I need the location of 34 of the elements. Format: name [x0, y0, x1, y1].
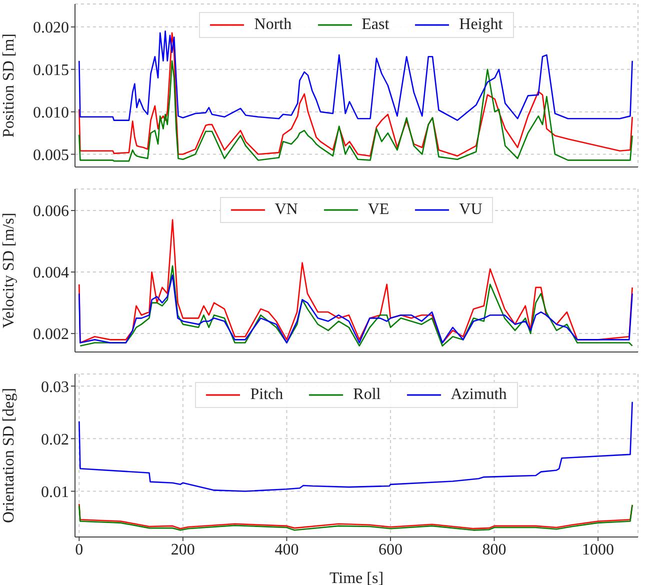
y-tick-label: 0.03	[41, 378, 69, 396]
x-tick-label: 600	[378, 541, 402, 558]
line-series	[78, 219, 633, 344]
y-axis-title: Orientation SD [deg]	[0, 388, 18, 524]
x-tick-label: 400	[274, 541, 299, 558]
legend-label: VE	[368, 201, 390, 219]
legend-label: Height	[459, 16, 503, 34]
legend-label: East	[362, 16, 390, 34]
y-tick-label: 0.006	[33, 203, 69, 220]
y-tick-label: 0.01	[41, 484, 69, 501]
legend-label: Roll	[353, 386, 381, 404]
y-tick-label: 0.02	[41, 431, 69, 448]
y-tick-label: 0.015	[33, 62, 69, 80]
y-tick-label: 0.004	[33, 264, 69, 282]
y-tick-label: 0.020	[33, 20, 69, 37]
legend-label: VU	[459, 201, 482, 219]
x-axis-title: Time [s]	[329, 570, 384, 585]
x-tick-label: 1000	[582, 541, 614, 558]
line-series	[78, 30, 633, 121]
x-tick-label: 0	[75, 541, 84, 558]
x-tick-label: 200	[170, 541, 195, 558]
legend-label: North	[254, 16, 292, 34]
y-axis-title: Position SD [m]	[0, 33, 18, 138]
y-axis-title: Velocity SD [m/s]	[0, 212, 18, 328]
x-tick-label: 800	[482, 541, 506, 558]
y-tick-label: 0.010	[33, 104, 69, 122]
y-tick-label: 0.005	[33, 146, 69, 164]
line-series	[78, 32, 633, 157]
legend-label: Azimuth	[450, 386, 507, 404]
line-series	[78, 60, 633, 162]
legend-label: VN	[274, 201, 298, 219]
legend-label: Pitch	[250, 386, 284, 404]
y-tick-label: 0.002	[33, 326, 69, 344]
line-series	[78, 401, 633, 492]
